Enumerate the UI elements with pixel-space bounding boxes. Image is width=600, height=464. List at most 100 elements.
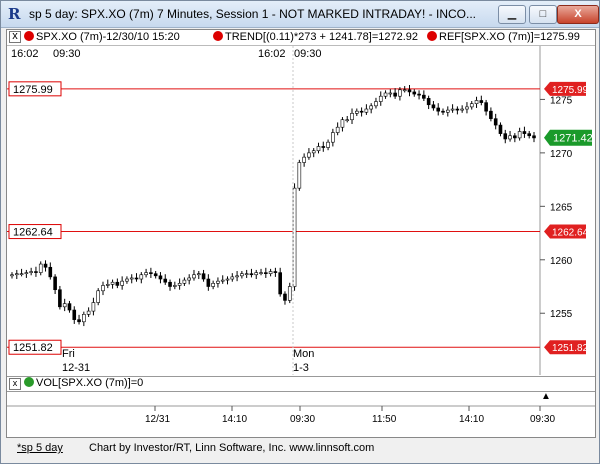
reference-label-right: 1251.82 [552,343,589,354]
candle-body [10,274,14,277]
candle-body [302,156,306,163]
ref-label: REF[SPX.XO (7m)]=1275.99 [427,31,580,43]
candle-body [498,124,503,134]
session-label-day: Mon [293,348,314,360]
candle-body [316,146,321,152]
candle-body [249,273,254,276]
candle-body [19,273,24,275]
candle-body [101,285,105,292]
candle-body [513,135,517,139]
candle-body [431,104,436,109]
symbol-label: SPX.XO (7m)-12/30/10 15:20 [24,31,180,43]
candle-body [532,135,536,139]
candle-body [259,272,263,274]
reference-tag [544,340,586,355]
session-label-date: 1-3 [293,362,309,374]
candle-body [455,108,460,111]
candle-body [393,92,397,97]
session-time-left-1: 16:02 [11,48,39,60]
candle-body [240,273,244,277]
candle-body [412,91,417,95]
candle-body [254,272,259,276]
last-price-tag [544,129,592,146]
candle-body [216,280,220,284]
close-volume-box[interactable]: x [9,378,21,390]
candle-body [364,108,369,113]
candle-body [134,277,139,280]
volume-dot-icon [24,377,34,387]
ref-dot-icon [427,31,437,41]
chart-tab[interactable]: *sp 5 day [17,442,63,454]
candle-body [24,272,29,274]
candle-body [244,273,249,275]
candle-body [187,277,191,281]
candle-body [29,271,33,273]
candle-body [220,279,225,282]
candle-body [350,113,354,121]
candle-body [527,133,532,137]
candle-body [287,286,292,301]
session-time-left-2: 09:30 [53,48,81,60]
reference-tag [544,224,586,239]
candle-body [230,276,235,280]
candle-body [125,278,129,282]
candle-body [48,266,53,278]
candle-body [43,263,48,268]
candle-body [196,273,201,276]
candle-body [359,110,364,113]
x-tick-label: 11:50 [372,414,397,425]
volume-text: VOL[SPX.XO (7m)]=0 [36,377,144,389]
reference-label-box [8,339,62,355]
candle-body [38,263,43,273]
candle-body [484,102,488,112]
candle-body [340,119,345,128]
candle-body [34,271,38,273]
status-bar: *sp 5 day Chart by Investor/RT, Linn Sof… [6,437,594,461]
reference-label-box [8,81,62,97]
candle-body [177,283,182,286]
candle-body [144,272,148,276]
candle-body [474,100,479,104]
candle-body [378,95,383,102]
candle-body [235,275,239,278]
scroll-up-icon[interactable]: ▲ [541,391,551,402]
chart-area[interactable]: x SPX.XO (7m)-12/30/10 15:20 TREND[(0.11… [6,29,596,438]
credit-text: Chart by Investor/RT, Linn Software, Inc… [89,442,375,454]
candle-body [283,293,287,301]
candle-body [105,284,110,286]
candle-body [517,131,522,139]
candle-body [422,94,426,99]
candle-body [407,89,412,93]
candle-body [115,281,120,286]
candle-body [273,271,278,273]
candle-body [493,118,498,126]
x-tick-label: 09:30 [530,414,555,425]
candle-body [321,146,326,148]
candle-body [53,276,57,291]
candle-body [489,110,493,119]
candle-body [307,152,311,158]
candle-body [86,310,91,315]
candle-body [201,273,206,280]
session-label-day: Fri [62,348,75,360]
maximize-button[interactable]: □ [529,5,557,24]
candle-body [383,92,388,97]
reference-label-left: 1275.99 [13,84,53,96]
candle-body [110,281,115,285]
candle-body [479,100,484,103]
candle-body [297,162,302,189]
title-bar[interactable]: R sp 5 day: SPX.XO (7m) 7 Minutes, Sessi… [1,1,599,28]
close-chart-box[interactable]: x [9,31,21,43]
investor-rt-logo-icon: R [8,5,21,23]
x-tick-label: 09:30 [290,414,315,425]
candle-body [158,275,163,280]
candle-body [58,289,62,308]
close-button[interactable]: X [557,5,599,24]
candle-body [398,89,402,97]
candle-body [522,131,527,134]
minimize-button[interactable]: ▁ [498,5,526,24]
candle-body [503,133,508,140]
candle-body [62,303,67,308]
candle-body [508,135,512,140]
